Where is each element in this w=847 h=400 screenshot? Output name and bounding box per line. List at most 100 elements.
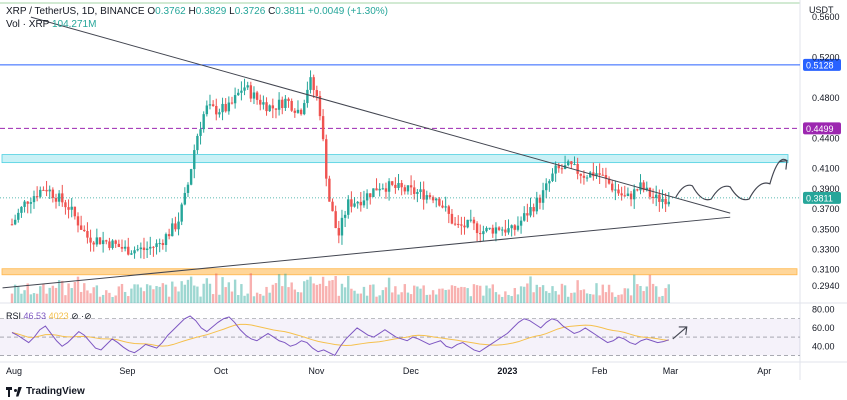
volume-bar: [45, 293, 48, 303]
candle-body: [20, 206, 23, 213]
volume-bar: [450, 285, 454, 303]
tradingview-brand[interactable]: TradingView: [6, 386, 85, 397]
candle-body: [381, 188, 385, 190]
candle-body: [155, 243, 158, 247]
volume-bar: [482, 295, 485, 303]
candle-body: [10, 224, 14, 226]
candle-body: [29, 202, 33, 204]
candle-body: [35, 196, 39, 198]
volume-bar: [32, 293, 36, 303]
volume-bar: [381, 290, 385, 303]
candle-body: [614, 189, 617, 191]
candle-body: [42, 189, 45, 191]
volume-bar: [51, 285, 55, 303]
volume-bar: [284, 273, 287, 303]
volume-bar: [639, 285, 642, 303]
volume-bar: [623, 288, 626, 303]
rsi-arrowhead: [678, 326, 688, 335]
volume-bar: [595, 283, 598, 303]
volume-bar: [570, 292, 573, 303]
volume-bar: [268, 292, 271, 303]
candle-body: [479, 233, 482, 235]
candle-body: [592, 172, 595, 177]
volume-bar: [133, 284, 136, 303]
symbol-header: XRP / TetherUS, 1D, BINANCE O0.3762 H0.3…: [6, 6, 388, 17]
candle-body: [79, 225, 83, 230]
candle-body: [142, 247, 146, 251]
candle-body: [120, 246, 124, 249]
candle-body: [208, 104, 212, 106]
volume-bar: [620, 294, 623, 303]
volume-bar: [460, 286, 463, 303]
volume-bar: [48, 287, 51, 303]
candle-body: [570, 161, 573, 165]
candle-body: [158, 243, 161, 245]
volume-bar: [365, 295, 369, 303]
volume-bar: [70, 288, 73, 303]
volume-bar: [413, 285, 416, 303]
volume-bar: [10, 293, 14, 303]
symbol-title: XRP / TetherUS, 1D, BINANCE: [6, 6, 145, 17]
volume-bar: [394, 286, 397, 303]
volume-bar: [479, 285, 482, 303]
volume-bar: [523, 286, 526, 303]
volume-bar: [199, 296, 202, 303]
close-label: C: [268, 6, 276, 17]
candle-body: [152, 246, 155, 248]
candle-body: [504, 229, 507, 233]
volume-bar: [196, 286, 199, 303]
volume-bar: [611, 292, 614, 303]
projection-path: [674, 158, 788, 201]
candle-body: [233, 95, 237, 104]
candle-body: [457, 223, 460, 225]
volume-bar: [61, 280, 64, 303]
price-tick-label: 0.4800: [812, 93, 840, 103]
candle-body: [507, 228, 510, 233]
volume-bar: [642, 291, 645, 303]
candle-body: [535, 197, 538, 212]
candle-body: [391, 181, 394, 185]
candle-body: [510, 225, 513, 229]
volume-bar: [202, 283, 205, 303]
candle-body: [419, 189, 422, 192]
candle-body: [485, 227, 488, 232]
price-tick-label: 0.3700: [812, 204, 840, 214]
candle-body: [601, 174, 604, 176]
volume-bar: [167, 296, 171, 303]
candle-body: [196, 135, 199, 151]
rsi-tick-label: 80.00: [812, 305, 835, 315]
volume-header: Vol · XRP 104.271M: [6, 19, 96, 30]
candle-body: [164, 234, 168, 246]
candle-body: [32, 196, 36, 203]
candle-body: [293, 110, 297, 113]
volume-bar: [416, 286, 419, 303]
candle-body: [538, 197, 542, 203]
volume-bar: [387, 277, 391, 303]
projection-arrowhead: [778, 159, 788, 170]
candle-body: [482, 231, 485, 235]
candle-body: [312, 77, 315, 91]
candle-body: [494, 227, 498, 234]
candle-body: [661, 198, 664, 202]
volume-bar: [444, 289, 447, 303]
volume-bar: [130, 288, 133, 303]
candle-body: [548, 181, 551, 184]
volume-bar: [563, 285, 567, 303]
candle-body: [133, 250, 136, 254]
volume-bar: [397, 294, 400, 303]
volume-bar: [541, 285, 545, 303]
candle-body: [57, 193, 61, 202]
candle-body: [431, 197, 435, 201]
candle-body: [114, 240, 117, 244]
volume-bar: [205, 278, 209, 303]
volume-bar: [567, 296, 570, 303]
volume-bar: [57, 280, 61, 303]
volume-bar: [277, 274, 281, 303]
candle-body: [450, 213, 454, 224]
candle-body: [466, 219, 469, 228]
volume-bar: [447, 289, 451, 303]
volume-bar: [331, 280, 334, 303]
volume-bar: [529, 276, 532, 303]
volume-bar: [353, 290, 356, 303]
